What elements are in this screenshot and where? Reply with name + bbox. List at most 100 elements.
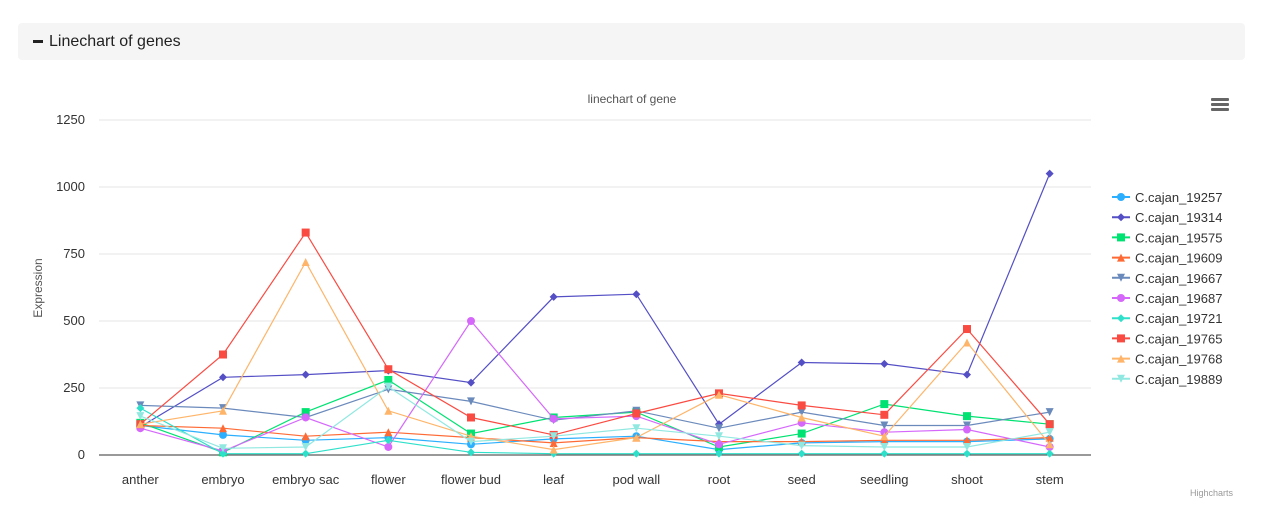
data-point[interactable] [219, 406, 227, 415]
legend-marker[interactable] [1117, 334, 1125, 343]
legend-item[interactable]: C.cajan_19889 [1112, 372, 1222, 387]
data-point[interactable] [136, 404, 145, 413]
data-point[interactable] [797, 401, 806, 410]
data-point[interactable] [880, 400, 889, 409]
data-point[interactable] [632, 424, 641, 433]
data-point[interactable] [549, 445, 558, 454]
data-point[interactable] [797, 408, 806, 417]
data-point[interactable] [880, 442, 889, 451]
data-point[interactable] [880, 421, 889, 430]
series-line[interactable] [139, 231, 1051, 436]
data-point[interactable] [219, 350, 227, 359]
data-point[interactable] [384, 442, 393, 451]
legend-marker[interactable] [1117, 354, 1125, 363]
data-point[interactable] [963, 338, 971, 347]
series-line[interactable] [140, 424, 1050, 444]
data-point[interactable] [384, 428, 393, 437]
data-point[interactable] [880, 359, 889, 368]
legend-marker[interactable] [1117, 314, 1125, 323]
legend-marker[interactable] [1117, 294, 1125, 302]
data-point[interactable] [632, 290, 641, 299]
data-point[interactable] [715, 432, 723, 441]
data-point[interactable] [797, 358, 806, 367]
data-point[interactable] [301, 449, 310, 458]
data-point[interactable] [632, 409, 641, 418]
data-point[interactable] [880, 436, 889, 445]
data-point[interactable] [549, 292, 558, 301]
data-point[interactable] [549, 432, 558, 441]
data-point[interactable] [467, 413, 475, 422]
data-point[interactable] [963, 442, 971, 451]
data-point[interactable] [549, 414, 558, 423]
data-point[interactable] [219, 449, 227, 458]
data-point[interactable] [1045, 440, 1054, 449]
data-point[interactable] [797, 449, 806, 458]
data-point[interactable] [384, 375, 393, 384]
panel-header[interactable]: Linechart of genes [18, 23, 1245, 60]
series-line[interactable] [140, 388, 1050, 429]
legend-marker[interactable] [1117, 193, 1125, 201]
legend-item[interactable]: C.cajan_19687 [1112, 291, 1222, 306]
data-point[interactable] [880, 432, 889, 441]
legend-marker[interactable] [1117, 233, 1125, 242]
data-point[interactable] [963, 421, 971, 430]
data-point[interactable] [963, 370, 971, 379]
data-point[interactable] [1045, 169, 1054, 178]
series-line[interactable] [140, 260, 1051, 451]
legend-marker[interactable] [1117, 374, 1125, 383]
data-point[interactable] [1045, 420, 1054, 429]
legend-item[interactable]: C.cajan_19667 [1112, 271, 1222, 286]
data-point[interactable] [549, 438, 558, 447]
chart-menu-button[interactable] [1206, 92, 1234, 116]
series-line[interactable] [140, 407, 1050, 455]
data-point[interactable] [384, 365, 393, 374]
data-point[interactable] [301, 370, 310, 379]
data-point[interactable] [467, 437, 475, 446]
series-line[interactable] [140, 319, 1050, 452]
data-point[interactable] [1045, 433, 1054, 442]
data-point[interactable] [715, 449, 723, 458]
data-point[interactable] [632, 433, 641, 442]
data-point[interactable] [797, 413, 806, 422]
data-point[interactable] [715, 440, 723, 449]
data-point[interactable] [963, 449, 971, 458]
data-point[interactable] [136, 412, 145, 421]
data-point[interactable] [715, 424, 723, 433]
series-line[interactable] [140, 379, 1050, 453]
data-point[interactable] [219, 430, 227, 439]
legend-item[interactable]: C.cajan_19609 [1112, 251, 1222, 266]
legend-item[interactable]: C.cajan_19257 [1112, 190, 1222, 205]
data-point[interactable] [963, 436, 971, 445]
data-point[interactable] [384, 436, 393, 445]
legend-item[interactable]: C.cajan_19314 [1112, 210, 1222, 225]
data-point[interactable] [1045, 428, 1054, 437]
credits-link[interactable]: Highcharts [1190, 488, 1234, 498]
data-point[interactable] [301, 413, 310, 422]
data-point[interactable] [219, 373, 227, 382]
data-point[interactable] [880, 449, 889, 458]
legend-marker[interactable] [1117, 253, 1125, 262]
data-point[interactable] [1045, 449, 1054, 458]
data-point[interactable] [136, 420, 145, 429]
data-point[interactable] [219, 444, 227, 453]
data-point[interactable] [301, 258, 310, 267]
data-point[interactable] [384, 406, 393, 415]
legend-item[interactable]: C.cajan_19768 [1112, 352, 1222, 367]
data-point[interactable] [301, 408, 310, 417]
data-point[interactable] [963, 425, 971, 434]
data-point[interactable] [219, 424, 227, 433]
data-point[interactable] [467, 397, 475, 406]
legend-marker[interactable] [1117, 273, 1125, 282]
data-point[interactable] [301, 442, 310, 451]
legend-marker[interactable] [1117, 213, 1125, 222]
data-point[interactable] [467, 317, 475, 325]
legend-item[interactable]: C.cajan_19575 [1112, 230, 1222, 245]
series-line[interactable] [140, 424, 1050, 451]
data-point[interactable] [301, 228, 310, 237]
data-point[interactable] [797, 429, 806, 438]
data-point[interactable] [467, 448, 475, 457]
series-line[interactable] [139, 173, 1051, 428]
data-point[interactable] [715, 390, 723, 399]
data-point[interactable] [1045, 408, 1054, 417]
collapse-icon[interactable] [33, 40, 43, 43]
